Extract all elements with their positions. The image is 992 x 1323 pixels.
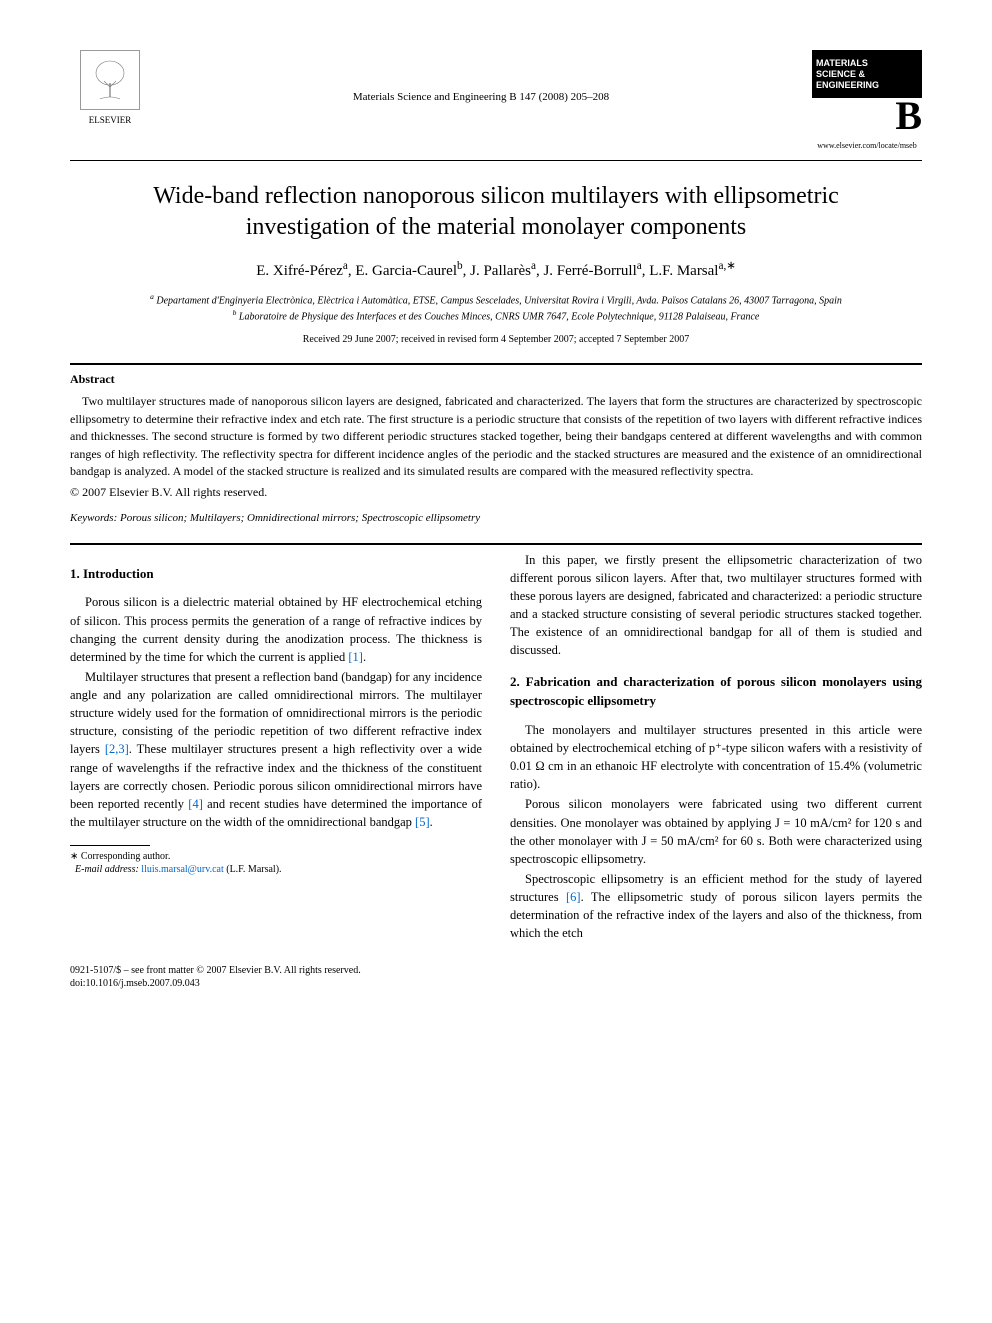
paragraph: Porous silicon monolayers were fabricate…: [510, 795, 922, 868]
journal-url[interactable]: www.elsevier.com/locate/mseb: [812, 140, 922, 151]
badge-line: SCIENCE &: [816, 69, 918, 80]
paragraph: The monolayers and multilayer structures…: [510, 721, 922, 794]
article-title: Wide-band reflection nanoporous silicon …: [110, 181, 882, 243]
badge-line: ENGINEERING: [816, 80, 918, 91]
header-row: ELSEVIER Materials Science and Engineeri…: [70, 50, 922, 152]
citation-link[interactable]: [4]: [188, 797, 203, 811]
badge-letter: B: [812, 96, 922, 136]
badge-line: MATERIALS: [816, 58, 918, 69]
email-author: (L.F. Marsal).: [226, 864, 281, 875]
divider: [70, 160, 922, 161]
doi-line: doi:10.1016/j.mseb.2007.09.043: [70, 977, 922, 990]
issn-line: 0921-5107/$ – see front matter © 2007 El…: [70, 964, 922, 977]
email-label: E-mail address:: [75, 864, 139, 875]
keywords-text: Porous silicon; Multilayers; Omnidirecti…: [120, 512, 480, 524]
publisher-name: ELSEVIER: [89, 114, 132, 127]
affiliation-a: a Departament d'Enginyeria Electrònica, …: [70, 292, 922, 308]
elsevier-tree-icon: [80, 50, 140, 110]
keywords-label: Keywords:: [70, 512, 117, 524]
paragraph: Multilayer structures that present a ref…: [70, 668, 482, 831]
citation-link[interactable]: [1]: [348, 650, 363, 664]
divider: [70, 543, 922, 545]
author-list: E. Xifré-Péreza, E. Garcia-Caurelb, J. P…: [70, 259, 922, 282]
citation-link[interactable]: [6]: [566, 890, 581, 904]
article-dates: Received 29 June 2007; received in revis…: [70, 333, 922, 347]
journal-reference: Materials Science and Engineering B 147 …: [150, 50, 812, 105]
corresponding-author-note: ∗ Corresponding author. E-mail address: …: [70, 850, 482, 876]
section-heading-2: 2. Fabrication and characterization of p…: [510, 673, 922, 711]
citation-link[interactable]: [5]: [415, 815, 430, 829]
divider: [70, 363, 922, 365]
affiliation-b: b Laboratoire de Physique des Interfaces…: [70, 308, 922, 324]
publisher-logo: ELSEVIER: [70, 50, 150, 140]
email-link[interactable]: lluis.marsal@urv.cat: [141, 864, 223, 875]
journal-badge: MATERIALS SCIENCE & ENGINEERING B www.el…: [812, 50, 922, 152]
keywords: Keywords: Porous silicon; Multilayers; O…: [70, 511, 922, 526]
footnote-divider: [70, 845, 150, 846]
citation-link[interactable]: [2,3]: [105, 742, 129, 756]
abstract-heading: Abstract: [70, 371, 922, 388]
paragraph: In this paper, we firstly present the el…: [510, 551, 922, 660]
affiliations: a Departament d'Enginyeria Electrònica, …: [70, 292, 922, 325]
paragraph: Porous silicon is a dielectric material …: [70, 593, 482, 666]
footer: 0921-5107/$ – see front matter © 2007 El…: [70, 964, 922, 990]
abstract-copyright: © 2007 Elsevier B.V. All rights reserved…: [70, 484, 922, 501]
badge-title-box: MATERIALS SCIENCE & ENGINEERING: [812, 50, 922, 98]
paragraph: Spectroscopic ellipsometry is an efficie…: [510, 870, 922, 943]
body-columns: 1. Introduction Porous silicon is a diel…: [70, 551, 922, 945]
abstract-text: Two multilayer structures made of nanopo…: [70, 393, 922, 480]
section-heading-1: 1. Introduction: [70, 565, 482, 584]
